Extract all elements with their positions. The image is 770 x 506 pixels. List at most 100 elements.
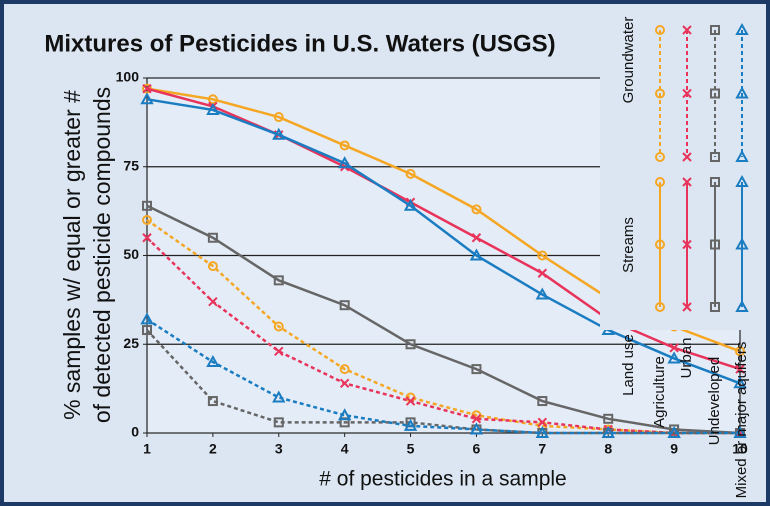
marker	[273, 275, 284, 286]
marker	[655, 88, 665, 99]
marker	[207, 232, 218, 243]
marker	[537, 250, 548, 261]
marker	[733, 425, 747, 438]
marker	[273, 112, 284, 123]
marker	[207, 261, 218, 272]
y-tick-label: 100	[116, 69, 140, 85]
marker	[142, 325, 152, 336]
y-axis-label: of detected pesticide compounds	[89, 87, 115, 423]
marker	[735, 364, 745, 374]
marker	[339, 140, 350, 151]
legend-label: Undeveloped	[706, 357, 723, 445]
marker	[735, 237, 749, 250]
marker	[405, 339, 416, 350]
marker	[208, 296, 218, 307]
x-tick-label: 5	[407, 441, 415, 457]
marker	[339, 378, 350, 389]
marker	[273, 417, 284, 428]
y-tick-label: 50	[123, 246, 139, 262]
legend-label: Mixed or major aquifers	[733, 342, 750, 499]
marker	[273, 321, 284, 332]
marker	[735, 299, 749, 312]
marker	[337, 408, 352, 421]
marker	[535, 287, 550, 300]
marker	[140, 92, 154, 105]
chart-title: Mixtures of Pesticides in U.S. Waters (U…	[44, 30, 555, 57]
marker	[403, 198, 418, 211]
marker	[272, 127, 286, 140]
x-tick-label: 4	[341, 441, 349, 457]
marker	[140, 312, 154, 325]
marker	[471, 204, 482, 215]
marker	[142, 200, 152, 211]
y-tick-label: 75	[123, 157, 139, 173]
marker	[337, 156, 352, 169]
y-tick-label: 0	[131, 424, 139, 440]
marker	[710, 302, 720, 312]
legend-panel	[600, 12, 764, 330]
x-tick-label: 7	[538, 441, 546, 457]
marker	[272, 390, 286, 403]
legend-group-label: Streams	[620, 217, 637, 273]
marker	[682, 152, 692, 162]
marker	[274, 346, 284, 357]
data-line	[146, 204, 741, 435]
marker	[206, 354, 220, 367]
marker	[142, 83, 152, 94]
y-axis-label: % samples w/ equal or greater #	[59, 90, 85, 420]
x-tick-label: 8	[604, 441, 612, 457]
legend-heading: Land use	[620, 334, 637, 396]
marker	[710, 239, 720, 250]
data-line	[146, 318, 740, 435]
x-tick-label: 1	[143, 441, 151, 457]
marker	[142, 215, 152, 225]
marker	[601, 425, 615, 438]
data-line	[146, 236, 740, 435]
marker	[142, 233, 152, 243]
marker	[339, 364, 350, 375]
legend-group-label: Groundwater	[620, 17, 637, 104]
x-tick-label: 3	[275, 441, 283, 457]
marker	[405, 168, 416, 179]
x-tick-label: 10	[732, 441, 748, 457]
marker	[207, 396, 218, 407]
marker	[206, 102, 220, 115]
marker	[682, 88, 692, 99]
marker	[682, 302, 692, 312]
marker	[669, 343, 679, 353]
x-tick-label: 9	[670, 441, 678, 457]
marker	[655, 239, 665, 250]
marker	[471, 364, 482, 375]
marker	[405, 396, 416, 406]
legend-label: Agriculture	[651, 356, 668, 428]
marker	[735, 22, 749, 35]
x-tick-label: 2	[209, 441, 217, 457]
data-line	[146, 98, 741, 385]
marker	[537, 268, 548, 278]
marker	[735, 346, 745, 357]
marker	[710, 177, 720, 187]
marker	[710, 152, 720, 162]
marker	[469, 248, 484, 261]
marker	[710, 25, 720, 35]
marker	[535, 425, 550, 438]
marker	[537, 417, 548, 428]
x-axis-label: # of pesticides in a sample	[319, 468, 566, 491]
marker	[669, 424, 680, 435]
marker	[603, 413, 614, 424]
marker	[471, 414, 482, 424]
marker	[682, 25, 692, 35]
marker	[682, 239, 692, 250]
marker	[655, 302, 665, 312]
marker	[403, 418, 418, 431]
marker	[735, 174, 749, 187]
marker	[682, 177, 692, 187]
data-line	[146, 87, 741, 371]
marker	[667, 351, 681, 364]
marker	[735, 149, 749, 162]
marker	[471, 233, 482, 243]
marker	[667, 425, 681, 438]
x-tick-label: 6	[473, 441, 481, 457]
